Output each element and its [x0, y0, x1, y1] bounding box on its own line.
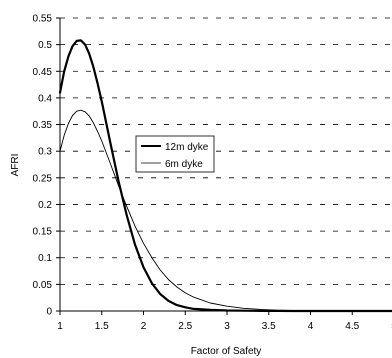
y-tick-label: 0: [46, 307, 52, 318]
y-tick-label: 0.35: [33, 120, 53, 131]
y-tick-label: 0.45: [33, 67, 53, 78]
x-tick-label: 4: [308, 321, 314, 332]
legend-label-6m-dyke: 6m dyke: [165, 159, 203, 170]
legend: 12m dyke 6m dyke: [135, 135, 215, 173]
x-tick-label: 2: [141, 321, 147, 332]
x-tick-label: 3.5: [262, 321, 276, 332]
y-tick-label: 0.5: [38, 40, 52, 51]
legend-box: [135, 135, 215, 173]
x-tick-label: 1: [57, 321, 63, 332]
x-axis-title: Factor of Safety: [191, 346, 262, 357]
x-tick-label: 3: [224, 321, 230, 332]
y-tick-label: 0.1: [38, 253, 52, 264]
y-tick-labels: 0 0.05 0.1 0.15 0.2 0.25 0.3 0.35 0.4 0.45 0.5 0.55: [33, 14, 60, 318]
axes: [59, 18, 392, 312]
y-tick-label: 0.15: [33, 227, 53, 238]
legend-label-12m-dyke: 12m dyke: [165, 142, 209, 153]
y-tick-label: 0.4: [38, 93, 52, 104]
y-axis-title: AFRI: [10, 154, 21, 177]
series-line-12m-dyke: [58, 39, 392, 313]
y-tick-label: 0.05: [33, 280, 53, 291]
y-tick-label: 0.3: [38, 147, 52, 158]
grid-lines: [60, 17, 392, 285]
y-tick-label: 0.25: [33, 173, 53, 184]
x-tick-labels: 11.522.533.544.55: [57, 311, 392, 332]
x-tick-label: 1.5: [95, 321, 109, 332]
x-tick-label: 2.5: [178, 321, 192, 332]
x-tick-label: 4.5: [345, 321, 359, 332]
series-lines: [58, 39, 392, 313]
y-tick-label: 0.55: [33, 14, 53, 25]
y-tick-label: 0.2: [38, 200, 52, 211]
series-line-6m-dyke: [59, 109, 392, 312]
